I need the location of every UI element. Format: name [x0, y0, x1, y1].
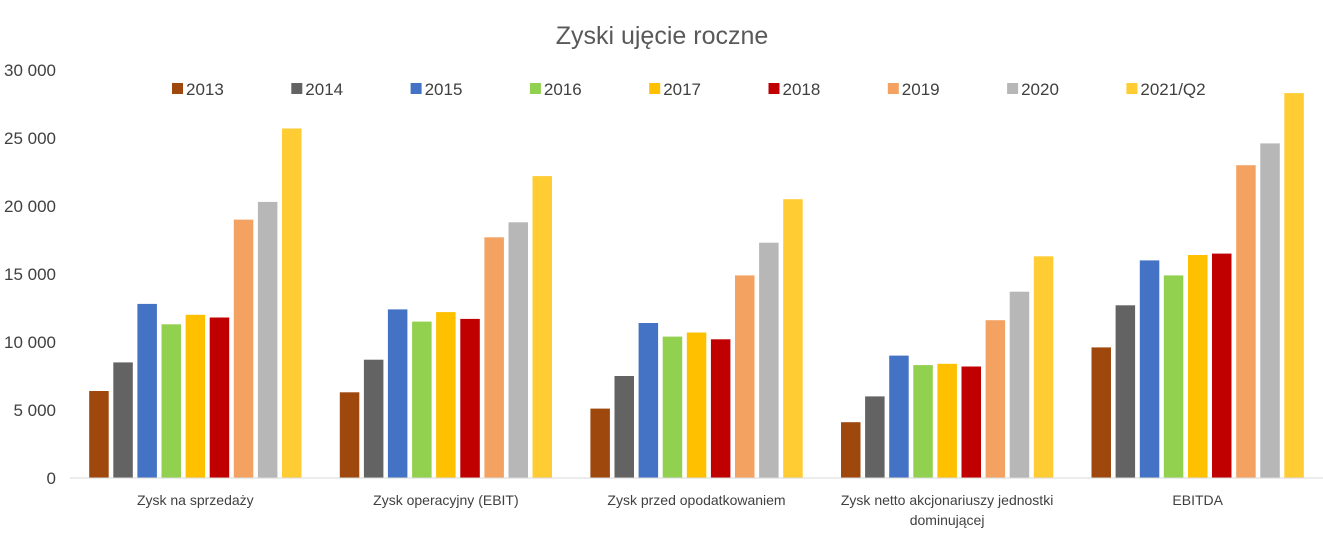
bar-2020 — [1009, 291, 1030, 478]
bar-2020 — [759, 242, 779, 478]
bar-2017 — [185, 314, 206, 478]
y-tick-label: 15 000 — [4, 265, 56, 284]
bar-2021-Q2 — [282, 128, 302, 478]
bar-2020 — [257, 201, 278, 478]
y-tick-label: 5 000 — [13, 401, 56, 420]
legend-swatch — [768, 83, 780, 94]
legend-swatch — [529, 83, 541, 94]
bar-2013 — [89, 391, 109, 478]
bar-2015 — [137, 303, 157, 478]
bar-2018 — [209, 317, 230, 478]
category-label: Zysk przed opodatkowaniem — [607, 492, 785, 508]
bar-2019 — [1236, 165, 1256, 478]
legend-label: 2021/Q2 — [1140, 80, 1205, 99]
bar-2021-Q2 — [532, 176, 552, 478]
bar-2014 — [1115, 305, 1136, 478]
category-label: Zysk netto akcjonariuszy jednostki — [841, 492, 1053, 508]
chart-title: Zyski ujęcie roczne — [556, 22, 769, 50]
legend-swatch — [410, 83, 422, 94]
bar-2014 — [363, 359, 384, 478]
bar-2017 — [1188, 255, 1208, 478]
bar-2013 — [1091, 347, 1111, 478]
bar-2019 — [735, 275, 755, 478]
legend-swatch — [1007, 83, 1019, 94]
bar-2021-Q2 — [783, 199, 803, 478]
legend-swatch — [291, 83, 303, 94]
bars — [89, 93, 1304, 478]
bar-2021-Q2 — [1033, 256, 1054, 478]
legend-label: 2020 — [1021, 80, 1059, 99]
bar-2014 — [614, 376, 634, 478]
legend-label: 2016 — [544, 80, 582, 99]
bar-2013 — [841, 422, 861, 478]
legend: 2013 2014 2015 2016 2017 2018 2019 2020 2021/Q2 — [172, 80, 1206, 99]
bar-2018 — [1212, 253, 1232, 478]
bar-2016 — [1163, 275, 1184, 478]
bar-2014 — [865, 396, 885, 478]
bar-2013 — [590, 408, 610, 478]
bar-2016 — [913, 365, 933, 478]
y-tick-label: 25 000 — [4, 129, 56, 148]
bar-2015 — [1139, 260, 1160, 478]
bar-2021-Q2 — [1284, 93, 1304, 478]
bar-2017 — [686, 332, 707, 478]
bar-2015 — [889, 355, 909, 478]
legend-swatch — [172, 83, 183, 94]
legend-swatch — [649, 83, 661, 94]
bar-2016 — [662, 336, 683, 478]
bar-2018 — [710, 339, 731, 478]
bar-2019 — [985, 320, 1006, 478]
bar-2017 — [937, 363, 957, 478]
legend-label: 2017 — [663, 80, 701, 99]
bar-2017 — [436, 312, 456, 478]
bar-2018 — [460, 318, 480, 478]
legend-label: 2014 — [305, 80, 343, 99]
category-label: dominującej — [910, 512, 985, 528]
bar-2015 — [387, 309, 408, 478]
y-tick-label: 10 000 — [4, 333, 56, 352]
bar-2014 — [113, 362, 133, 478]
y-tick-label: 0 — [47, 469, 56, 488]
bar-2016 — [412, 321, 432, 478]
bar-2019 — [484, 237, 504, 478]
bar-2016 — [161, 324, 181, 478]
legend-swatch — [887, 83, 899, 94]
y-tick-label: 20 000 — [4, 197, 56, 216]
category-label: Zysk operacyjny (EBIT) — [373, 492, 518, 508]
legend-label: 2015 — [425, 80, 463, 99]
category-label: EBITDA — [1172, 492, 1223, 508]
legend-label: 2013 — [186, 80, 224, 99]
y-axis: 0 5 000 10 000 15 000 20 000 25 000 30 000 — [4, 61, 56, 488]
bar-2018 — [961, 366, 981, 478]
bar-2019 — [233, 219, 254, 478]
legend-label: 2019 — [902, 80, 940, 99]
bar-2013 — [339, 392, 360, 478]
legend-swatch — [1126, 83, 1138, 94]
bar-2020 — [1260, 143, 1280, 478]
bar-2020 — [508, 222, 528, 478]
category-label: Zysk na sprzedaży — [137, 492, 254, 508]
x-axis: Zysk na sprzedaży Zysk operacyjny (EBIT) Z… — [137, 492, 1224, 528]
y-tick-label: 30 000 — [4, 61, 56, 80]
bar-2015 — [638, 323, 659, 478]
legend-label: 2018 — [783, 80, 821, 99]
